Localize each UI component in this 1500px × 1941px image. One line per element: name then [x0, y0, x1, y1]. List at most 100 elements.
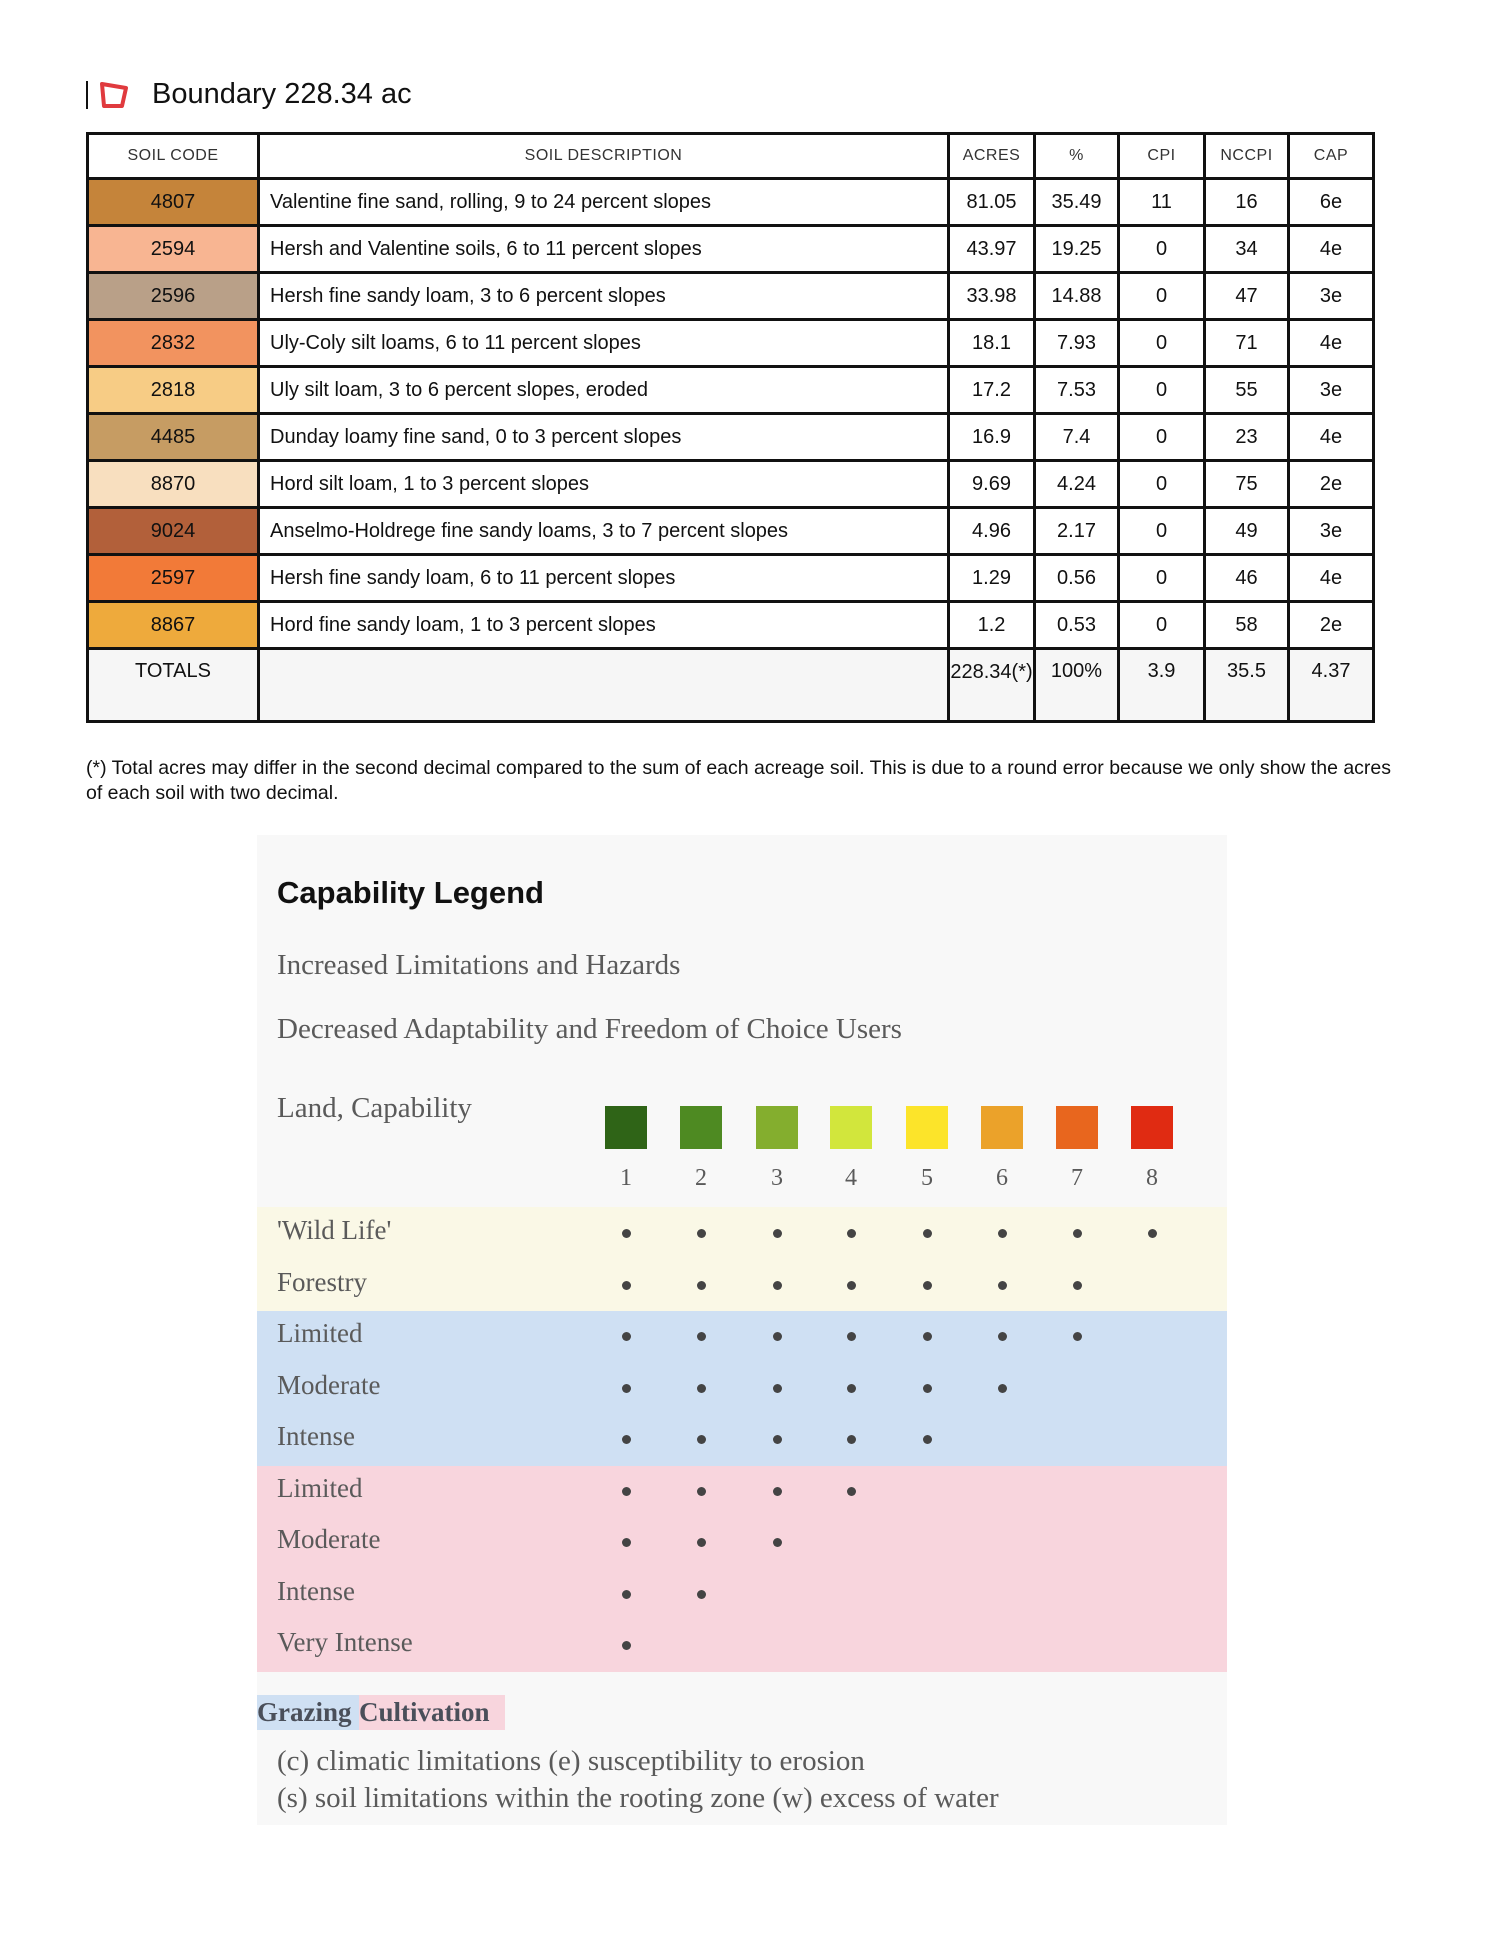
capability-class-4-swatch: [830, 1106, 872, 1149]
legend-row-label: Intense: [277, 1421, 355, 1451]
table-header: SOIL CODE SOIL DESCRIPTION ACRES % CPI N…: [86, 132, 1375, 180]
table-row: 2818 Uly silt loam, 3 to 6 percent slopes…: [86, 365, 1375, 415]
capability-class-7-swatch: [1056, 1106, 1098, 1149]
table-row: 4807 Valentine fine sand, rolling, 9 to 2…: [86, 177, 1375, 227]
legend-row-band: [257, 1464, 1227, 1517]
capability-class-2-swatch: [680, 1106, 722, 1149]
totals-label: TOTALS: [86, 647, 260, 723]
legend-row-label: Limited: [277, 1472, 363, 1503]
divider: [86, 80, 88, 109]
cell-description: Hersh fine sandy loam, 6 to 11 percent s…: [257, 553, 950, 603]
legend-dot: [622, 1332, 631, 1341]
capability-class-number: 4: [845, 1165, 857, 1191]
capability-class-number: 5: [921, 1165, 933, 1191]
legend-dot: [622, 1435, 631, 1444]
cell-cap: 3e: [1287, 506, 1375, 556]
cell-acres: 1.2: [947, 600, 1036, 650]
legend-dot: [773, 1435, 782, 1444]
col-acres: ACRES: [947, 132, 1036, 180]
cell-nccpi: 16: [1203, 177, 1290, 227]
cell-cap: 2e: [1287, 459, 1375, 509]
legend-dot: [773, 1229, 782, 1238]
table-row: 9024 Anselmo-Holdrege fine sandy loams, 3…: [86, 506, 1375, 556]
legend-row-label: Very Intense: [277, 1627, 413, 1657]
cultivation-key: Cultivation: [359, 1695, 505, 1730]
cell-code: 2832: [86, 318, 260, 368]
cell-pct: 2.17: [1033, 506, 1120, 556]
legend-dot: [622, 1589, 631, 1599]
legend-dot: [923, 1435, 932, 1444]
legend-row-band: [257, 1310, 1227, 1363]
cell-code: 4485: [86, 412, 260, 462]
legend-dot: [773, 1383, 782, 1393]
legend-dot: [697, 1383, 706, 1393]
cell-cap: 3e: [1287, 365, 1375, 415]
capability-class-number: 2: [695, 1165, 707, 1191]
cell-acres: 1.29: [947, 553, 1036, 603]
legend-dot: [998, 1332, 1007, 1341]
soil-table: SOIL CODE SOIL DESCRIPTION ACRES % CPI N…: [86, 132, 1375, 723]
legend-dot: [1073, 1280, 1082, 1290]
legend-dot: [622, 1383, 631, 1393]
legend-dot: [622, 1486, 631, 1496]
cell-pct: 0.56: [1033, 553, 1120, 603]
cell-pct: 7.93: [1033, 318, 1120, 368]
cell-acres: 81.05: [947, 177, 1036, 227]
cell-description: Anselmo-Holdrege fine sandy loams, 3 to …: [257, 506, 950, 556]
cell-description: Uly-Coly silt loams, 6 to 11 percent slo…: [257, 318, 950, 368]
table-row: 2597 Hersh fine sandy loam, 6 to 11 perce…: [86, 553, 1375, 603]
cell-nccpi: 55: [1203, 365, 1290, 415]
legend-row-label: 'Wild Life': [277, 1215, 392, 1245]
legend-row-label: Moderate: [277, 1524, 381, 1554]
cell-code: 4807: [86, 177, 260, 227]
cell-cap: 2e: [1287, 600, 1375, 650]
cell-cap: 4e: [1287, 318, 1375, 368]
capability-class-6-swatch: [981, 1106, 1023, 1149]
table-row: 8867 Hord fine sandy loam, 1 to 3 percent…: [86, 600, 1375, 650]
col-nccpi: NCCPI: [1203, 132, 1290, 180]
legend-line-2: Decreased Adaptability and Freedom of Ch…: [277, 1013, 902, 1045]
legend-dot: [697, 1435, 706, 1444]
legend-row-label: Limited: [277, 1318, 363, 1348]
legend-dot: [998, 1280, 1007, 1290]
legend-dot: [773, 1538, 782, 1547]
boundary-title: Boundary 228.34 ac: [86, 78, 412, 111]
cell-cpi: 11: [1117, 177, 1206, 227]
table-row: 4485 Dunday loamy fine sand, 0 to 3 perce…: [86, 412, 1375, 462]
cell-acres: 17.2: [947, 365, 1036, 415]
capability-class-8-swatch: [1131, 1106, 1173, 1149]
cell-code: 2596: [86, 271, 260, 321]
totals-row: TOTALS 228.34(*) 100% 3.9 35.5 4.37: [86, 647, 1375, 723]
legend-note-1: (c) climatic limitations (e) susceptibil…: [277, 1745, 865, 1777]
cell-acres: 9.69: [947, 459, 1036, 509]
legend-dot: [697, 1538, 706, 1547]
legend-dot: [1073, 1229, 1082, 1238]
legend-row-band: [257, 1516, 1227, 1569]
legend-dot: [847, 1435, 856, 1444]
capability-class-number: 6: [996, 1165, 1008, 1191]
legend-dot: [773, 1486, 782, 1496]
table-row: 2596 Hersh fine sandy loam, 3 to 6 percen…: [86, 271, 1375, 321]
cell-acres: 18.1: [947, 318, 1036, 368]
legend-dot: [923, 1383, 932, 1393]
legend-dot: [697, 1280, 706, 1290]
capability-class-5-swatch: [906, 1106, 948, 1149]
cell-cpi: 0: [1117, 506, 1206, 556]
totals-pct: 100%: [1033, 647, 1120, 723]
cell-code: 8870: [86, 459, 260, 509]
capability-legend: Capability Legend Increased Limitations …: [257, 835, 1227, 1825]
cell-pct: 7.53: [1033, 365, 1120, 415]
legend-dot: [622, 1641, 631, 1650]
legend-row-band: [257, 1567, 1227, 1620]
cell-nccpi: 23: [1203, 412, 1290, 462]
totals-acres: 228.34(*): [947, 647, 1036, 723]
cell-nccpi: 71: [1203, 318, 1290, 368]
legend-title: Capability Legend: [277, 875, 544, 910]
legend-dot: [923, 1332, 932, 1341]
totals-nccpi: 35.5: [1203, 647, 1290, 723]
legend-row-label: Intense: [277, 1575, 355, 1606]
cell-code: 2597: [86, 553, 260, 603]
legend-line-1: Increased Limitations and Hazards: [277, 949, 681, 981]
capability-class-number: 8: [1146, 1165, 1158, 1191]
legend-dot: [847, 1383, 856, 1393]
